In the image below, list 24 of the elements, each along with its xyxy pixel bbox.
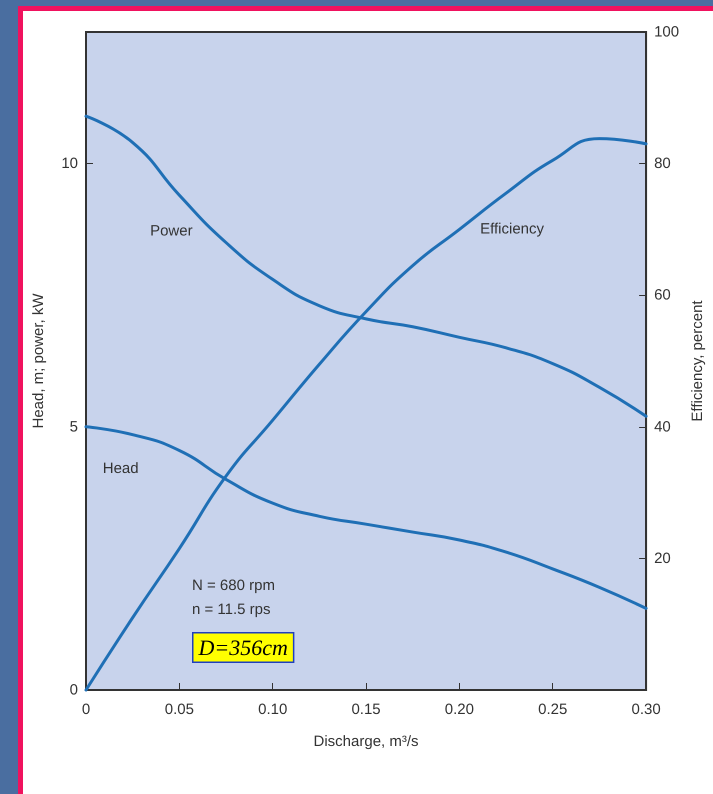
annotation: D=356cm	[198, 635, 288, 660]
annotation: N = 680 rpm	[192, 577, 275, 594]
x-tick-label: 0	[82, 701, 90, 718]
y2-tick-label: 20	[654, 550, 671, 567]
y2-tick-label: 60	[654, 286, 671, 304]
x-tick-label: 0.10	[258, 701, 288, 718]
y-tick-label: 0	[70, 682, 78, 698]
x-tick-label: 0.20	[444, 701, 474, 718]
x-axis-title: Discharge, m³/s	[314, 733, 419, 750]
y-tick-label: 10	[61, 155, 78, 172]
series-label: Efficiency	[480, 220, 545, 238]
series-label: Power	[150, 222, 193, 240]
y2-tick-label: 100	[654, 24, 680, 40]
annotation: n = 11.5 rps	[192, 601, 271, 618]
x-tick-label: 0.30	[631, 701, 661, 718]
x-tick-label: 0.25	[538, 701, 568, 718]
series-label: Head	[102, 460, 139, 478]
y2-axis-title: Efficiency, percent	[689, 300, 706, 422]
y2-tick-label: 80	[654, 155, 671, 172]
y-tick-label: 5	[70, 418, 78, 436]
x-tick-label: 0.05	[164, 701, 194, 718]
y2-tick-label: 40	[654, 418, 671, 436]
y-axis-title: Head, m; power, kW	[30, 292, 47, 429]
x-tick-label: 0.15	[351, 701, 381, 718]
